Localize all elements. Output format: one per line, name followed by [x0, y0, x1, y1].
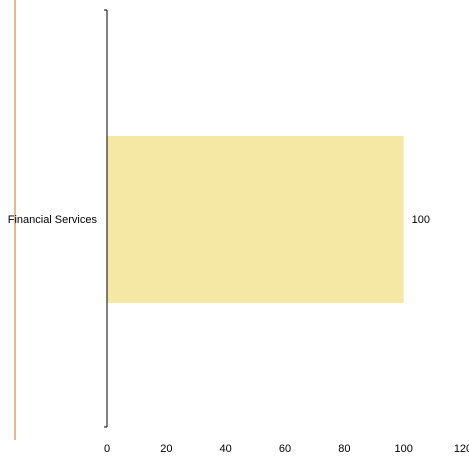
- x-tick-label: 120: [454, 443, 469, 455]
- x-tick-label: 40: [220, 443, 232, 455]
- x-tick-label: 20: [160, 443, 172, 455]
- x-tick-label: 60: [279, 443, 291, 455]
- axis-layer: [104, 9, 108, 428]
- bars-layer: [107, 136, 404, 303]
- labels-layer: Financial Services 100 0 20 40 60 80 100 120: [8, 214, 469, 455]
- category-label: Financial Services: [8, 214, 98, 226]
- bar: [107, 136, 404, 303]
- x-tick-label: 80: [338, 443, 350, 455]
- data-label: 100: [412, 214, 430, 226]
- x-tick-label: 100: [394, 443, 412, 455]
- x-tick-label: 0: [104, 443, 110, 455]
